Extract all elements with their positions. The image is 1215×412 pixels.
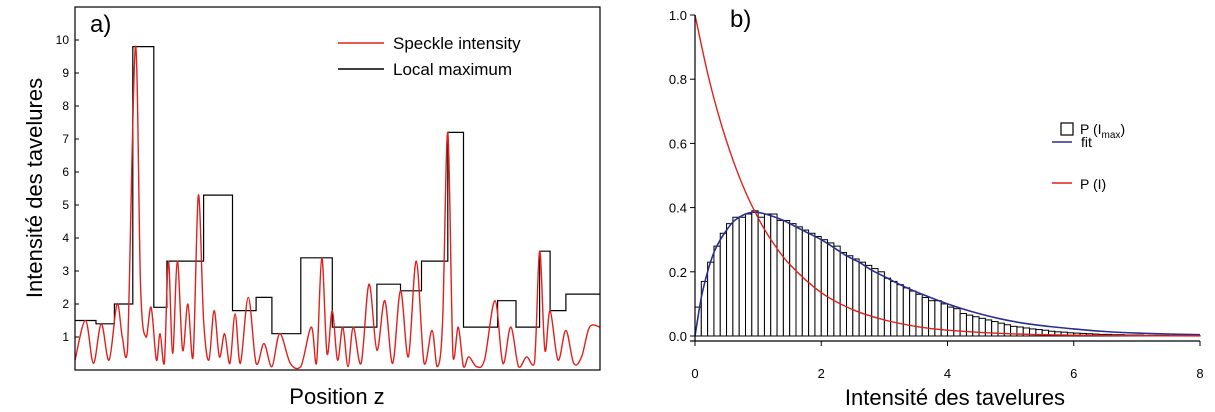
histogram-bar: [846, 255, 854, 337]
y-tick-label: 0.0: [669, 329, 687, 344]
histogram-bar: [757, 216, 765, 337]
x-tick-label: 6: [1070, 366, 1077, 381]
histogram-bar: [732, 216, 740, 337]
y-tick-label: 5: [62, 198, 69, 212]
panel-a-x-axis-label: Position z: [289, 384, 384, 409]
y-tick-label: 8: [62, 99, 69, 113]
y-tick-label: 3: [62, 264, 69, 278]
histogram-bar: [719, 232, 728, 337]
histogram-bar: [707, 261, 715, 337]
histogram-bar: [890, 280, 898, 337]
panel-a-label: a): [90, 11, 111, 38]
histogram-bar: [770, 213, 778, 337]
y-tick-label: 0.8: [669, 72, 687, 87]
legend-label-speckle-intensity: Speckle intensity: [393, 34, 521, 53]
histogram-bar: [947, 306, 955, 337]
histogram-bar: [795, 226, 803, 337]
histogram-bar: [864, 264, 873, 337]
histogram-bar: [738, 216, 747, 337]
histogram-bar: [909, 290, 917, 337]
y-tick-label: 7: [62, 132, 69, 146]
x-tick-label: 2: [818, 366, 825, 381]
histogram-bar: [782, 219, 791, 337]
histogram-bar: [978, 317, 986, 337]
series-fit: [694, 211, 1201, 337]
panel-a: 1 2 3 4 5 6 7 8 9 10 a) Position z Intensité des …: [22, 6, 601, 409]
series-p-i: [694, 14, 1201, 337]
histogram-bar: [896, 284, 904, 337]
y-tick-label: 10: [56, 33, 70, 47]
histogram-bar: [820, 239, 829, 337]
histogram-bar: [858, 261, 866, 337]
histogram-bar: [883, 277, 892, 337]
legend-label-p-imax: P (Imax): [1080, 121, 1125, 141]
histogram-bar: [726, 223, 734, 337]
x-tick-label: 0: [691, 366, 698, 381]
histogram-bar: [745, 213, 753, 337]
histogram-bar: [713, 245, 721, 337]
histogram-bar: [814, 235, 822, 337]
panel-a-y-axis-label: Intensité des tavelures: [22, 78, 47, 298]
histogram-bar: [871, 268, 879, 337]
legend-swatch-p-imax: [1060, 122, 1074, 136]
histogram-bar: [902, 287, 911, 337]
histogram-bar: [915, 293, 923, 337]
histogram-bar: [827, 242, 835, 337]
y-tick-label: 9: [62, 66, 69, 80]
y-tick-label: 0.4: [669, 201, 687, 216]
legend-label-fit: fit: [1081, 134, 1092, 150]
y-tick-label: 0.2: [669, 265, 687, 280]
panel-b-ticks: 0.0 0.2 0.4 0.6 0.8 1.0 0 2 4 6 8: [669, 8, 1204, 381]
histogram-bar: [928, 300, 936, 337]
histogram-bar: [965, 314, 974, 337]
panel-b-x-axis-label: Intensité des tavelures: [845, 385, 1065, 410]
histogram-bar: [833, 245, 841, 337]
y-tick-label: 4: [62, 231, 69, 245]
panel-a-legend: Speckle intensity Local maximum: [338, 34, 521, 79]
histogram-bar: [763, 213, 772, 337]
series-speckle-intensity: [74, 45, 601, 370]
histogram-bar: [959, 313, 967, 337]
histogram-bar: [921, 296, 930, 337]
histogram-bar: [972, 316, 980, 337]
legend-label-p-i: P (I): [1080, 176, 1106, 192]
histogram-bar: [940, 303, 949, 337]
panel-b: 0.0 0.2 0.4 0.6 0.8 1.0 0 2 4 6 8 b) Intensité des…: [669, 6, 1204, 410]
panel-a-plot-area: [74, 45, 601, 370]
histogram-bar: [852, 258, 860, 337]
panel-b-label: b): [730, 6, 751, 33]
histogram-bar: [801, 229, 810, 337]
x-tick-label: 4: [944, 366, 951, 381]
panel-a-y-ticks: 1 2 3 4 5 6 7 8 9 10: [56, 33, 79, 344]
histogram-bar: [751, 210, 759, 337]
histogram-bar: [789, 223, 797, 337]
y-tick-label: 6: [62, 165, 69, 179]
y-tick-label: 0.6: [669, 136, 687, 151]
y-tick-label: 1.0: [669, 8, 687, 23]
y-tick-label: 1: [62, 330, 69, 344]
series-local-maximum: [75, 46, 600, 335]
histogram-bar: [839, 252, 848, 337]
histogram-bar: [776, 219, 784, 337]
y-tick-label: 2: [62, 297, 69, 311]
legend-label-local-maximum: Local maximum: [393, 60, 512, 79]
histogram-bar: [953, 308, 961, 337]
panel-b-plot-area: [694, 14, 1201, 337]
x-tick-label: 8: [1196, 366, 1203, 381]
histogram-bar: [934, 300, 942, 337]
histogram-bar: [877, 271, 885, 337]
panel-b-legend: P (Imax) fit P (I): [1052, 121, 1125, 192]
panel-a-frame: [74, 6, 601, 371]
